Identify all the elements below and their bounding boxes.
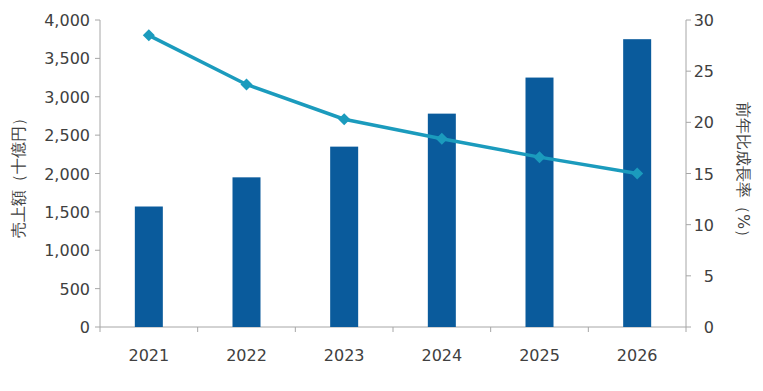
y-axis-title: 売上額（十億円） [9, 110, 28, 238]
y-tick [95, 250, 100, 251]
y2-tick [686, 173, 691, 174]
y-tick [95, 135, 100, 136]
marker [143, 29, 155, 41]
y-tick [95, 327, 100, 328]
y-tick-label: 500 [59, 280, 90, 299]
x-tick-label: 2022 [226, 346, 267, 365]
x-tick [393, 327, 394, 332]
line [149, 35, 637, 173]
y2-tick [686, 275, 691, 276]
y-tick-label: 2,000 [44, 165, 90, 184]
marker [631, 168, 643, 180]
x-tick [686, 327, 687, 332]
plot-marks [135, 29, 651, 327]
chart: 0 500 1,000 1,500 2,000 2,500 3,000 3,500 4,000 0… [0, 0, 763, 391]
y-tick [95, 211, 100, 212]
x-tick [588, 327, 589, 332]
marker [436, 133, 448, 145]
bar [526, 78, 554, 327]
y2-tick [686, 224, 691, 225]
bar [330, 147, 358, 327]
y-tick [95, 58, 100, 59]
x-tick-label: 2025 [519, 346, 560, 365]
y-tick-label: 1,000 [44, 241, 90, 260]
marker [338, 113, 350, 125]
x-tick-label: 2023 [324, 346, 365, 365]
y2-tick [686, 327, 691, 328]
y2-tick-label: 10 [694, 216, 714, 235]
x-tick [295, 327, 296, 332]
y2-tick-label: 30 [694, 11, 714, 30]
y-tick-label: 0 [80, 318, 90, 337]
bar [623, 39, 651, 327]
x-tick-label: 2026 [617, 346, 658, 365]
y2-tick [686, 20, 691, 21]
bar [428, 114, 456, 327]
y2-tick [686, 122, 691, 123]
bar [233, 177, 261, 327]
y2-tick-label: 20 [694, 113, 714, 132]
y-tick-label: 2,500 [44, 126, 90, 145]
y-tick [95, 20, 100, 21]
y2-axis-title: 前年比成長率（%） [734, 102, 753, 245]
y2-tick-label: 25 [694, 62, 714, 81]
x-tick-label: 2024 [421, 346, 462, 365]
bar [135, 207, 163, 327]
y2-tick-label: 5 [704, 267, 714, 286]
y-tick [95, 96, 100, 97]
marker [534, 151, 546, 163]
marker [241, 78, 253, 90]
y-tick-label: 1,500 [44, 203, 90, 222]
y2-tick-label: 15 [694, 165, 714, 184]
y-tick [95, 288, 100, 289]
y-tick-label: 3,500 [44, 49, 90, 68]
y-tick-label: 4,000 [44, 11, 90, 30]
x-tick-label: 2021 [128, 346, 169, 365]
x-tick [490, 327, 491, 332]
x-tick [197, 327, 198, 332]
y-tick-label: 3,000 [44, 88, 90, 107]
x-tick [100, 327, 101, 332]
y2-tick [686, 71, 691, 72]
y2-tick-label: 0 [704, 318, 714, 337]
y-tick [95, 173, 100, 174]
